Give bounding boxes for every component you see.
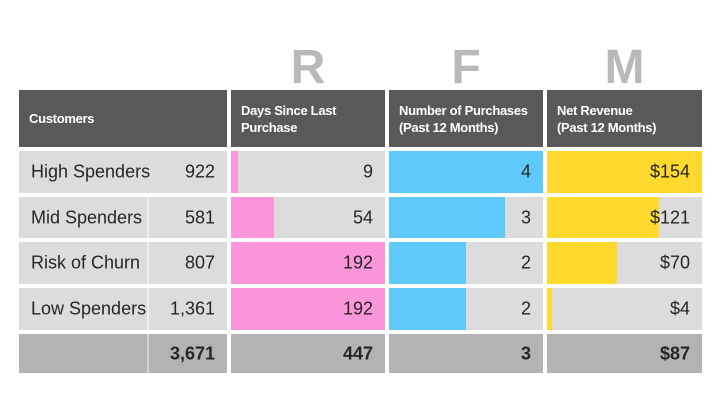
monetary-bar bbox=[547, 288, 553, 330]
row2-frequency-cell: 3 bbox=[389, 197, 543, 238]
frequency-bar bbox=[389, 151, 543, 193]
recency-bar bbox=[231, 197, 275, 238]
totals-customers-count: 3,671 bbox=[169, 343, 215, 363]
customers-count: 581 bbox=[184, 207, 215, 227]
header-recency-line2: Purchase bbox=[241, 119, 298, 135]
row1-recency-cell: 9 bbox=[231, 151, 385, 193]
recency-bar bbox=[231, 242, 385, 284]
segment-label: Low Spenders bbox=[31, 298, 147, 319]
recency-value: 192 bbox=[342, 298, 373, 319]
frequency-bar bbox=[389, 242, 466, 284]
header-frequency: Number of Purchases (Past 12 Months) bbox=[389, 90, 543, 147]
recency-value: 9 bbox=[362, 161, 373, 182]
segment-label: Mid Spenders bbox=[31, 207, 143, 227]
header-recency: Days Since Last Purchase bbox=[231, 90, 385, 147]
row4-monetary-cell: $4 bbox=[547, 288, 702, 330]
segment-label: High Spenders bbox=[31, 161, 151, 182]
row3-recency-cell: 192 bbox=[231, 242, 385, 284]
totals-customers-cell: 3,671 bbox=[19, 334, 227, 373]
row1-frequency-cell: 4 bbox=[389, 151, 543, 193]
segment-label: Risk of Churn bbox=[31, 252, 141, 273]
header-monetary: Net Revenue (Past 12 Months) bbox=[547, 90, 702, 147]
header-recency-line1: Days Since Last bbox=[241, 102, 337, 118]
header-frequency-line1: Number of Purchases bbox=[399, 102, 528, 118]
row4-frequency-cell: 2 bbox=[389, 288, 543, 330]
totals-monetary-cell: $87 bbox=[547, 334, 702, 373]
monetary-value: $70 bbox=[659, 252, 690, 273]
letter-cell-m: M bbox=[547, 34, 702, 94]
frequency-bar bbox=[389, 288, 466, 330]
row4-customers-cell: Low Spenders 1,361 bbox=[19, 288, 227, 330]
monetary-value: $154 bbox=[649, 161, 690, 182]
frequency-bar bbox=[389, 197, 505, 238]
totals-frequency-cell: 3 bbox=[389, 334, 543, 373]
totals-recency-cell: 447 bbox=[231, 334, 385, 373]
row2-monetary-cell: $121 bbox=[547, 197, 702, 238]
header-customers-line1: Customers bbox=[29, 111, 95, 126]
rfm-table: R F M Customers Days Since Last Purchase… bbox=[19, 34, 702, 373]
rfm-letter-f: F bbox=[451, 40, 481, 94]
recency-value: 54 bbox=[352, 207, 373, 227]
letter-cell-f: F bbox=[389, 34, 543, 94]
letters-spacer bbox=[19, 34, 227, 86]
row1-customers-cell: High Spenders 922 bbox=[19, 151, 227, 193]
header-customers: Customers bbox=[19, 90, 227, 147]
rfm-letter-m: M bbox=[604, 40, 645, 94]
row3-customers-cell: Risk of Churn 807 bbox=[19, 242, 227, 284]
customers-count: 922 bbox=[184, 161, 215, 182]
row1-monetary-cell: $154 bbox=[547, 151, 702, 193]
totals-monetary-value: $87 bbox=[659, 343, 690, 363]
row4-recency-cell: 192 bbox=[231, 288, 385, 330]
monetary-value: $4 bbox=[669, 298, 690, 319]
recency-bar bbox=[231, 151, 239, 193]
frequency-value: 2 bbox=[520, 252, 531, 273]
monetary-bar bbox=[547, 197, 660, 238]
monetary-bar bbox=[547, 151, 702, 193]
frequency-value: 2 bbox=[520, 298, 531, 319]
row2-customers-cell: Mid Spenders 581 bbox=[19, 197, 227, 238]
row2-recency-cell: 54 bbox=[231, 197, 385, 238]
letter-cell-r: R bbox=[231, 34, 385, 94]
monetary-bar bbox=[547, 242, 617, 284]
recency-bar bbox=[231, 288, 385, 330]
monetary-value: $121 bbox=[649, 207, 690, 227]
row3-frequency-cell: 2 bbox=[389, 242, 543, 284]
customers-count: 807 bbox=[184, 252, 215, 273]
frequency-value: 3 bbox=[520, 207, 531, 227]
header-monetary-line2: (Past 12 Months) bbox=[557, 119, 657, 135]
recency-value: 192 bbox=[342, 252, 373, 273]
row3-monetary-cell: $70 bbox=[547, 242, 702, 284]
totals-recency-value: 447 bbox=[342, 343, 373, 363]
rfm-letter-r: R bbox=[290, 40, 326, 94]
customers-count: 1,361 bbox=[169, 298, 215, 319]
header-monetary-line1: Net Revenue bbox=[557, 102, 633, 118]
totals-frequency-value: 3 bbox=[520, 343, 531, 363]
frequency-value: 4 bbox=[520, 161, 531, 182]
header-frequency-line2: (Past 12 Months) bbox=[399, 119, 499, 135]
